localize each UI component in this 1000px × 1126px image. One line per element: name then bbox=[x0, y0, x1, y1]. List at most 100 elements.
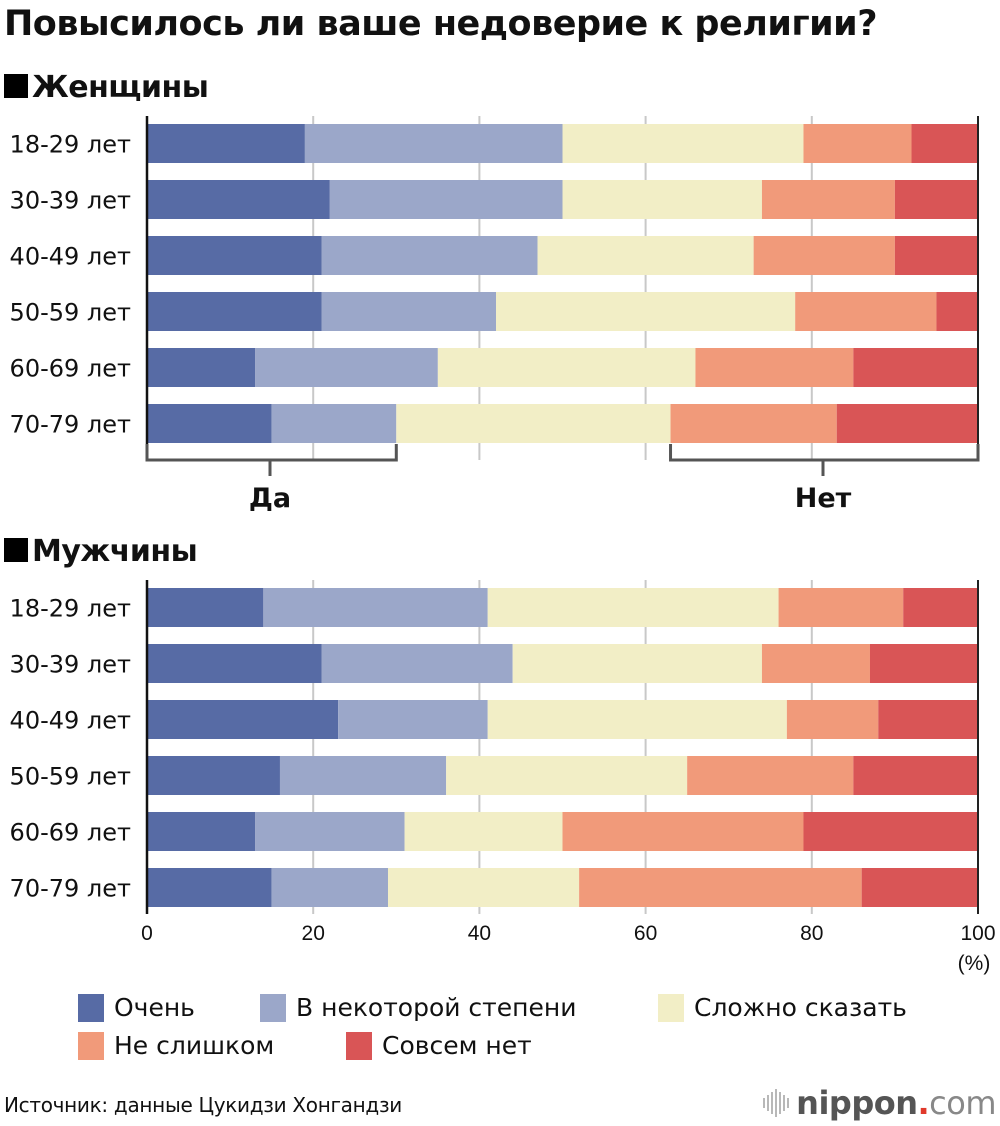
bracket-yes bbox=[145, 444, 398, 462]
legend-item-very: Очень bbox=[78, 993, 195, 1022]
bar-segment bbox=[147, 292, 322, 331]
bar-segment bbox=[695, 348, 854, 387]
square-bullet-icon bbox=[4, 74, 28, 98]
legend-item-hard-to-say: Сложно сказать bbox=[658, 993, 907, 1022]
bar-segment bbox=[147, 868, 272, 907]
legend-label: В некоторой степени bbox=[296, 993, 577, 1022]
bracket-label-no: Нет bbox=[795, 483, 852, 514]
bar-segment bbox=[562, 124, 804, 163]
legend-swatch bbox=[658, 993, 684, 1022]
row-label: 50-59 лет bbox=[10, 299, 131, 327]
row-label: 50-59 лет bbox=[10, 763, 131, 791]
bar-segment bbox=[936, 292, 978, 331]
bar-segment bbox=[803, 124, 912, 163]
legend-item-not-much: Не слишком bbox=[78, 1031, 274, 1060]
bar-segment bbox=[147, 124, 305, 163]
bar-segment bbox=[271, 404, 397, 443]
chart-title: Повысилось ли ваше недоверие к религии? bbox=[4, 4, 878, 44]
bar-segment bbox=[853, 348, 978, 387]
legend-label: Очень bbox=[114, 993, 195, 1022]
bar-segment bbox=[437, 348, 696, 387]
row-label: 18-29 лет bbox=[10, 131, 131, 159]
row-label: 70-79 лет bbox=[10, 875, 131, 903]
row-label: 70-79 лет bbox=[10, 411, 131, 439]
square-bullet-icon bbox=[4, 538, 28, 562]
bar-segment bbox=[562, 812, 804, 851]
bar-segment bbox=[670, 404, 837, 443]
bar-segment bbox=[803, 812, 978, 851]
bar-segment bbox=[537, 236, 754, 275]
bar-segment bbox=[338, 700, 488, 739]
bar-segment bbox=[396, 404, 671, 443]
bar-segment bbox=[263, 588, 488, 627]
bar-segment bbox=[579, 868, 862, 907]
bar-segment bbox=[861, 868, 978, 907]
bar-segment bbox=[147, 236, 322, 275]
bar-segment bbox=[255, 812, 405, 851]
logo-tld: com bbox=[929, 1084, 996, 1122]
logo-name: nippon bbox=[796, 1084, 918, 1122]
legend-item-somewhat: В некоторой степени bbox=[260, 993, 576, 1022]
bar-segment bbox=[687, 756, 854, 795]
bar-segment bbox=[147, 700, 339, 739]
bar-segment bbox=[304, 124, 563, 163]
bar-segment bbox=[487, 588, 779, 627]
legend-item-not-at-all: Совсем нет bbox=[346, 1031, 532, 1060]
row-label: 40-49 лет bbox=[10, 243, 131, 271]
section-heading-women: Женщины bbox=[4, 70, 209, 105]
source-note: Источник: данные Цукидзи Хонгандзи bbox=[4, 1093, 402, 1117]
bar-segment bbox=[147, 404, 272, 443]
legend-label: Не слишком bbox=[114, 1031, 275, 1060]
bar-segment bbox=[446, 756, 688, 795]
bar-segment bbox=[903, 588, 978, 627]
bar-segment bbox=[147, 756, 280, 795]
legend-label: Сложно сказать bbox=[694, 993, 907, 1022]
legend-swatch bbox=[78, 993, 104, 1022]
row-label: 60-69 лет bbox=[10, 355, 131, 383]
bar-segment bbox=[147, 180, 330, 219]
row-label: 30-39 лет bbox=[10, 651, 131, 679]
section-heading-women-label: Женщины bbox=[32, 70, 209, 105]
sound-wave-icon bbox=[763, 1089, 790, 1117]
x-tick-label: 20 bbox=[302, 922, 325, 945]
bar-segment bbox=[512, 644, 762, 683]
bracket-no bbox=[669, 444, 980, 462]
bar-segment bbox=[496, 292, 796, 331]
bar-segment bbox=[404, 812, 563, 851]
x-axis-unit-label: (%) bbox=[958, 952, 991, 975]
logo-text: nippon.com bbox=[796, 1084, 996, 1122]
bar-segment bbox=[853, 756, 978, 795]
nippon-logo: nippon.com bbox=[763, 1084, 996, 1122]
stacked-bar-chart: 18-29 лет 30-39 лет 40-49 лет 50-59 лет 60-6… bbox=[10, 116, 996, 975]
bar-segment bbox=[321, 236, 538, 275]
bar-segment bbox=[279, 756, 447, 795]
bar-segment bbox=[255, 348, 438, 387]
bar-segment bbox=[869, 644, 978, 683]
bar-segment bbox=[321, 292, 497, 331]
bar-segment bbox=[836, 404, 978, 443]
bar-segment bbox=[761, 644, 870, 683]
legend-swatch bbox=[346, 1031, 372, 1060]
bar-segment bbox=[147, 588, 264, 627]
row-label: 40-49 лет bbox=[10, 707, 131, 735]
bar-segment bbox=[761, 180, 895, 219]
bar-segment bbox=[562, 180, 762, 219]
x-tick-label: 100 bbox=[960, 922, 995, 945]
row-label: 18-29 лет bbox=[10, 595, 131, 623]
bar-segment bbox=[795, 292, 937, 331]
legend-label: Совсем нет bbox=[382, 1031, 532, 1060]
logo-dot: . bbox=[917, 1084, 930, 1122]
bar-segment bbox=[878, 700, 978, 739]
bar-segment bbox=[321, 644, 513, 683]
bar-segment bbox=[147, 812, 256, 851]
bar-segment bbox=[329, 180, 563, 219]
bar-segment bbox=[753, 236, 895, 275]
bracket-label-yes: Да bbox=[249, 483, 291, 514]
row-label: 30-39 лет bbox=[10, 187, 131, 215]
bar-segment bbox=[778, 588, 904, 627]
legend-swatch bbox=[260, 993, 286, 1022]
section-heading-men-label: Мужчины bbox=[32, 534, 198, 569]
x-tick-label: 0 bbox=[141, 922, 153, 945]
section-heading-men: Мужчины bbox=[4, 534, 198, 569]
bar-segment bbox=[911, 124, 978, 163]
